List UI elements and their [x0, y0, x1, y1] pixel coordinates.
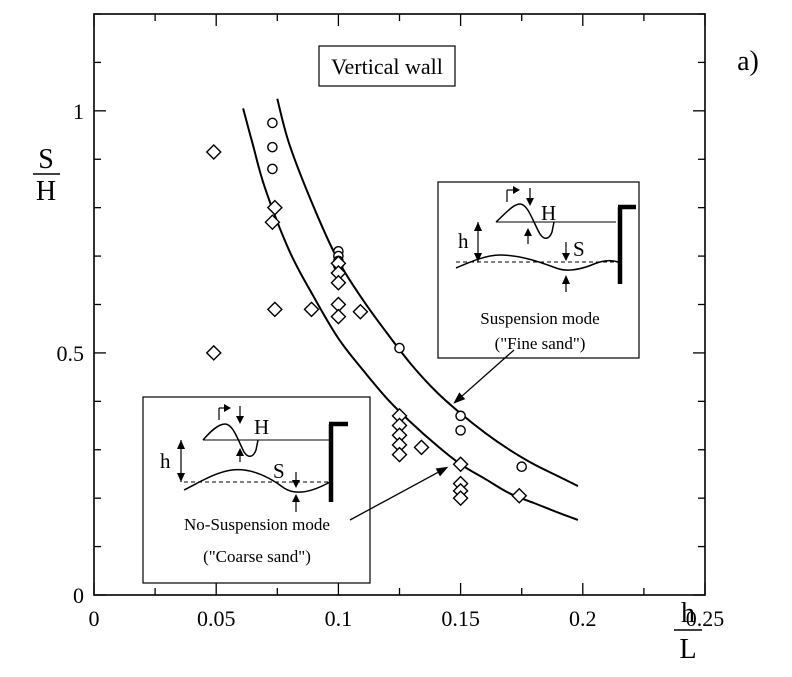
no-suspension-leader-line: [349, 471, 439, 521]
diamond-marker: [205, 344, 222, 361]
circle-marker: [267, 141, 278, 153]
panel-label: a): [737, 46, 759, 77]
no-suspension-label-S: S: [273, 459, 285, 483]
data-points: [205, 117, 528, 507]
suspension-caption-line-2: ("Fine sand"): [495, 334, 586, 353]
no-suspension-caption-line-1: No-Suspension mode: [184, 515, 330, 534]
y-tick-label: 0: [73, 583, 84, 608]
leader-arrows: [349, 349, 515, 521]
circle-marker: [267, 163, 278, 175]
diamond-marker: [452, 490, 469, 507]
no-suspension-leader-arrowhead: [435, 466, 449, 477]
chart-title-text: Vertical wall: [331, 54, 443, 79]
x-tick-label: 0.15: [441, 606, 480, 631]
no-suspension-mode-inset: H h S No-Suspension mode ("Coarse sand"): [142, 396, 371, 584]
diamond-marker: [266, 199, 283, 216]
fitted-curve-upper: [276, 98, 579, 487]
tick-labels: 0 0.05 0.1 0.15 0.2 0.25 0 0.5 1: [57, 99, 725, 631]
diamond-marker: [452, 456, 469, 473]
circle-marker: [455, 410, 466, 422]
suspension-label-S: S: [573, 237, 585, 261]
suspension-mode-inset: H h S Suspension mode ("Fine sand"): [437, 181, 640, 359]
x-axis-label-numerator: h: [681, 598, 695, 629]
suspension-arrowheads: [474, 186, 570, 284]
x-axis-label: h L: [674, 598, 702, 665]
x-tick-label: 0.2: [569, 606, 597, 631]
x-axis-label-denominator: L: [679, 634, 696, 665]
x-tick-label: 0: [89, 606, 100, 631]
suspension-label-H: H: [541, 201, 556, 225]
suspension-leader-line: [461, 349, 515, 397]
suspension-inset-box: [437, 181, 640, 359]
diamond-marker: [511, 487, 528, 504]
circle-marker: [516, 461, 528, 472]
diamond-marker: [303, 301, 320, 318]
diamond-marker: [413, 439, 430, 456]
chart-title-box: [318, 45, 456, 87]
x-tick-label: 0.25: [686, 606, 725, 631]
circle-marker: [394, 342, 405, 354]
no-suspension-caption-line-2: ("Coarse sand"): [203, 547, 311, 566]
suspension-caption-line-1: Suspension mode: [480, 309, 599, 328]
chart-title: Vertical wall: [318, 45, 456, 87]
diamond-marker: [266, 301, 283, 318]
no-suspension-label-H: H: [254, 415, 269, 439]
tick-marks: [93, 13, 706, 596]
x-tick-label: 0.1: [325, 606, 353, 631]
suspension-label-h: h: [458, 229, 469, 253]
circle-marker: [267, 117, 278, 129]
y-tick-label: 0.5: [57, 341, 85, 366]
y-tick-label: 1: [73, 99, 84, 124]
y-axis-label: S H: [33, 144, 60, 207]
diamond-marker: [352, 303, 369, 320]
no-suspension-arrowheads: [177, 404, 300, 502]
diamond-marker: [330, 308, 347, 325]
diamond-marker: [330, 274, 347, 291]
circle-marker: [455, 425, 466, 436]
y-axis-label-numerator: S: [38, 144, 54, 175]
diamond-marker: [264, 214, 281, 231]
suspension-leader-arrowhead: [453, 392, 466, 404]
no-suspension-label-h: h: [160, 449, 171, 473]
suspension-wave-sketch: [455, 188, 636, 292]
diamond-marker: [391, 446, 408, 463]
diamond-marker: [205, 143, 222, 160]
x-tick-label: 0.05: [197, 606, 236, 631]
y-axis-label-denominator: H: [36, 176, 56, 207]
